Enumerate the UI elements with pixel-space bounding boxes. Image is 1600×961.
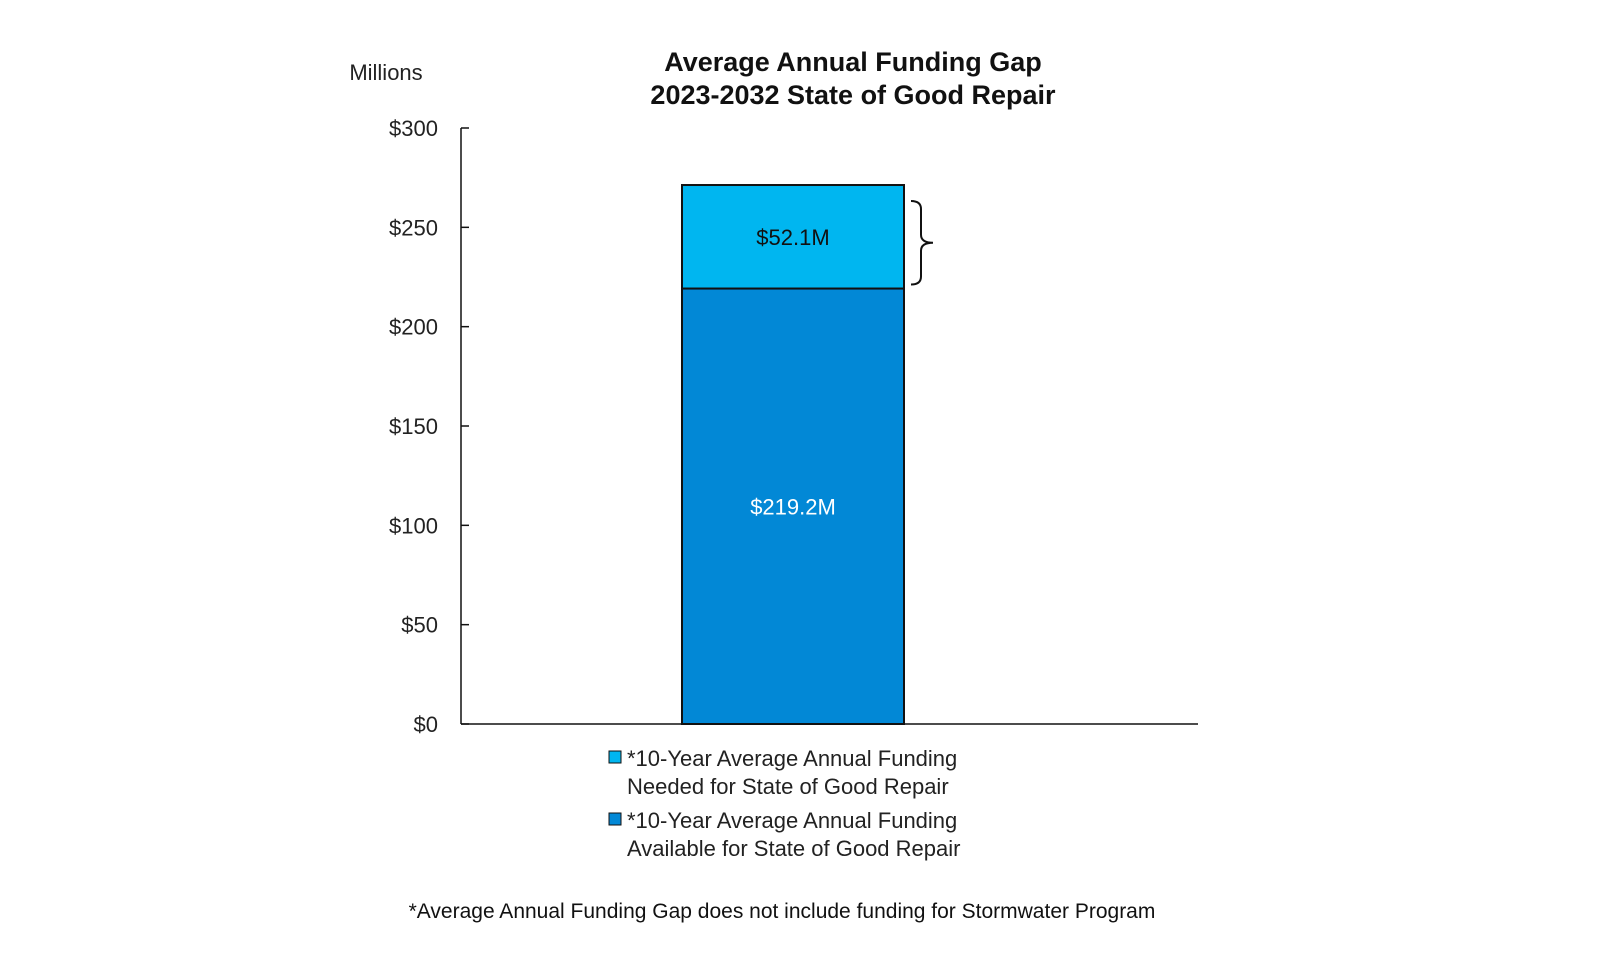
legend-label-needed-line-2: Needed for State of Good Repair: [627, 774, 949, 799]
y-tick-label: $50: [401, 613, 438, 638]
legend-swatch-needed: [608, 750, 622, 764]
chart-title-line-2: 2023-2032 State of Good Repair: [650, 80, 1056, 110]
y-tick-label: $150: [389, 414, 438, 439]
stacked-bar: [681, 184, 905, 725]
gap-bracket: [910, 200, 934, 286]
bar-segment-gap: [681, 184, 905, 290]
y-axis-unit-label: Millions: [349, 60, 422, 85]
y-axis-ticks: $0 $50 $100 $150 $200 $250 $300: [389, 116, 469, 737]
footnote: *Average Annual Funding Gap does not inc…: [409, 900, 1156, 923]
y-tick-label: $100: [389, 513, 438, 538]
segment-labels: $219.2M $52.1M: [750, 225, 836, 519]
y-tick-label: $0: [414, 712, 438, 737]
y-tick-label: $200: [389, 315, 438, 340]
y-tick-label: $300: [389, 116, 438, 141]
bar-segment-available: [681, 287, 905, 725]
legend-label-available-line-1: *10-Year Average Annual Funding: [627, 808, 957, 833]
legend-swatch-available: [608, 812, 622, 826]
y-tick-label: $250: [389, 215, 438, 240]
legend-label-needed-line-1: *10-Year Average Annual Funding: [627, 746, 957, 771]
chart-title-line-1: Average Annual Funding Gap: [664, 47, 1042, 77]
data-label-gap: $52.1M: [756, 225, 829, 250]
legend-label-available-line-2: Available for State of Good Repair: [627, 836, 960, 861]
data-label-available: $219.2M: [750, 494, 836, 519]
legend: *10-Year Average Annual Funding Needed f…: [608, 746, 960, 861]
